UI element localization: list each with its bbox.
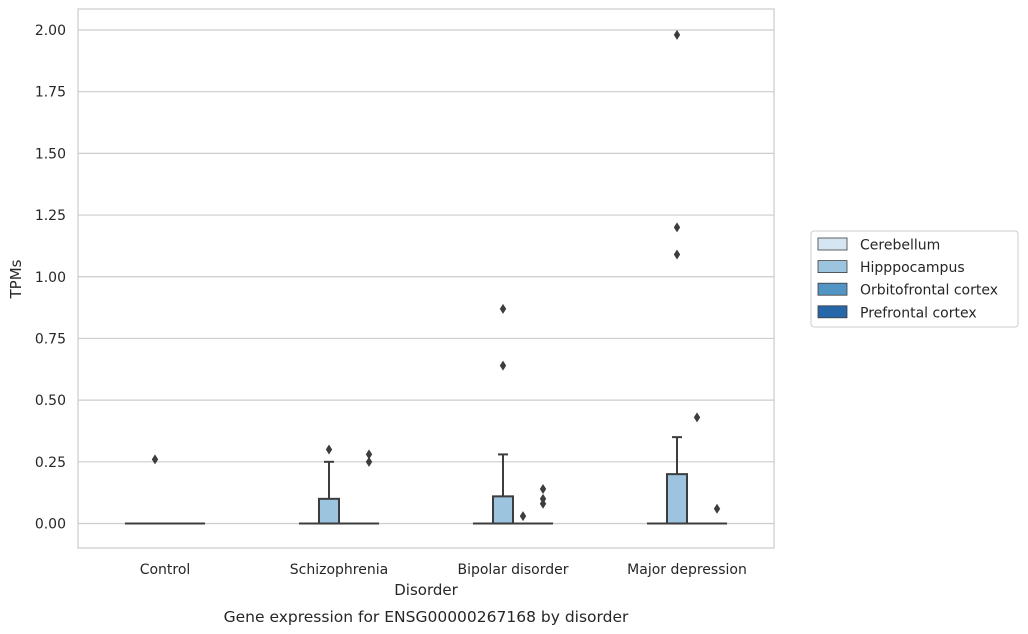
box-group xyxy=(359,449,380,525)
box-group xyxy=(665,29,688,525)
x-tick-label: Major depression xyxy=(627,562,747,578)
box xyxy=(665,473,688,525)
plot-frame xyxy=(77,8,775,549)
box-group xyxy=(513,511,534,525)
outlier-point xyxy=(365,456,373,467)
y-tick-label: 1.75 xyxy=(35,85,66,101)
box-group xyxy=(491,303,514,525)
outlier-point xyxy=(325,444,333,455)
y-tick-label: 0.00 xyxy=(35,517,66,533)
box-group xyxy=(687,412,708,525)
y-tick-label: 0.50 xyxy=(35,393,66,409)
outlier-point xyxy=(499,303,507,314)
outlier-point xyxy=(673,249,681,260)
legend-swatch xyxy=(817,305,848,319)
box-group xyxy=(707,503,728,525)
chart-caption: Gene expression for ENSG00000267168 by d… xyxy=(224,608,629,626)
outlier-point xyxy=(673,222,681,233)
legend-label: Hipppocampus xyxy=(860,260,965,276)
outlier-point xyxy=(693,412,701,423)
y-tick-label: 0.75 xyxy=(35,331,66,347)
outlier-point xyxy=(519,511,527,522)
y-tick-label: 2.00 xyxy=(35,23,66,39)
x-axis-ticks: Control Schizophrenia Bipolar disorder Majo… xyxy=(140,562,747,578)
y-axis-ticks: 0.00 0.25 0.50 0.75 1.00 1.25 1.50 1.75 2.00 xyxy=(35,23,66,533)
x-tick-label: Bipolar disorder xyxy=(457,562,568,578)
legend-label: Orbitofrontal cortex xyxy=(860,283,998,299)
grid-lines xyxy=(78,29,774,525)
legend-swatch xyxy=(817,282,848,296)
box xyxy=(317,497,340,525)
y-tick-label: 0.25 xyxy=(35,455,66,471)
legend: Cerebellum Hipppocampus Orbitofrontal cort… xyxy=(810,230,1019,328)
legend-frame xyxy=(810,230,1019,328)
outlier-point xyxy=(365,449,373,460)
box xyxy=(491,495,514,525)
outlier-point xyxy=(539,493,547,504)
x-tick-label: Control xyxy=(140,562,191,578)
y-tick-label: 1.00 xyxy=(35,270,66,286)
y-axis-label: TPMs xyxy=(7,259,25,299)
outlier-point xyxy=(673,29,681,40)
box-group xyxy=(533,483,554,525)
outlier-point xyxy=(713,503,721,514)
y-tick-label: 1.25 xyxy=(35,208,66,224)
legend-label: Prefrontal cortex xyxy=(860,305,977,321)
x-axis-label: Disorder xyxy=(394,581,458,599)
box-group xyxy=(317,444,340,525)
outlier-point xyxy=(539,483,547,494)
outlier-point xyxy=(151,454,159,465)
outlier-point xyxy=(499,360,507,371)
legend-swatch xyxy=(817,237,848,251)
legend-items: Cerebellum Hipppocampus Orbitofrontal cort… xyxy=(817,237,998,321)
x-tick-label: Schizophrenia xyxy=(290,562,388,578)
box-group xyxy=(144,454,165,525)
legend-label: Cerebellum xyxy=(860,238,940,254)
plot-area xyxy=(124,29,728,525)
y-tick-label: 1.50 xyxy=(35,146,66,162)
legend-swatch xyxy=(817,260,848,274)
